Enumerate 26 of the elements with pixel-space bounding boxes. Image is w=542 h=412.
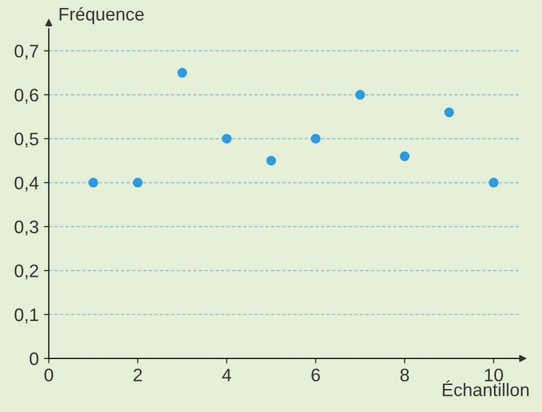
point (488, 178, 498, 188)
point (177, 68, 188, 78)
point (266, 156, 276, 166)
x-tick-label: 2 (134, 368, 142, 382)
x-tick-label: 0 (44, 368, 54, 382)
y-tick-label: 0,5 (14, 132, 38, 148)
y-axis-title: Fréquence (60, 7, 144, 24)
point (355, 90, 366, 100)
x-tick-label: 8 (400, 368, 409, 382)
point (444, 107, 454, 118)
y-tick-label: 0,7 (14, 44, 38, 60)
y-tick-label: 0 (30, 352, 38, 366)
x-tick-label: 10 (484, 368, 503, 382)
x-tick-label: 6 (312, 368, 320, 382)
x-axis-title: Échantillon (442, 380, 529, 396)
point (400, 151, 410, 162)
x-tick-label: 4 (222, 368, 232, 382)
point (132, 178, 143, 188)
point (310, 134, 321, 144)
y-tick-label: 0,3 (14, 220, 38, 236)
y-tick-label: 0,2 (14, 264, 38, 280)
y-tick-label: 0,4 (14, 176, 39, 192)
y-tick-label: 0,1 (14, 308, 38, 324)
point (222, 134, 232, 144)
y-tick-label: 0,6 (14, 88, 38, 104)
point (88, 178, 98, 188)
